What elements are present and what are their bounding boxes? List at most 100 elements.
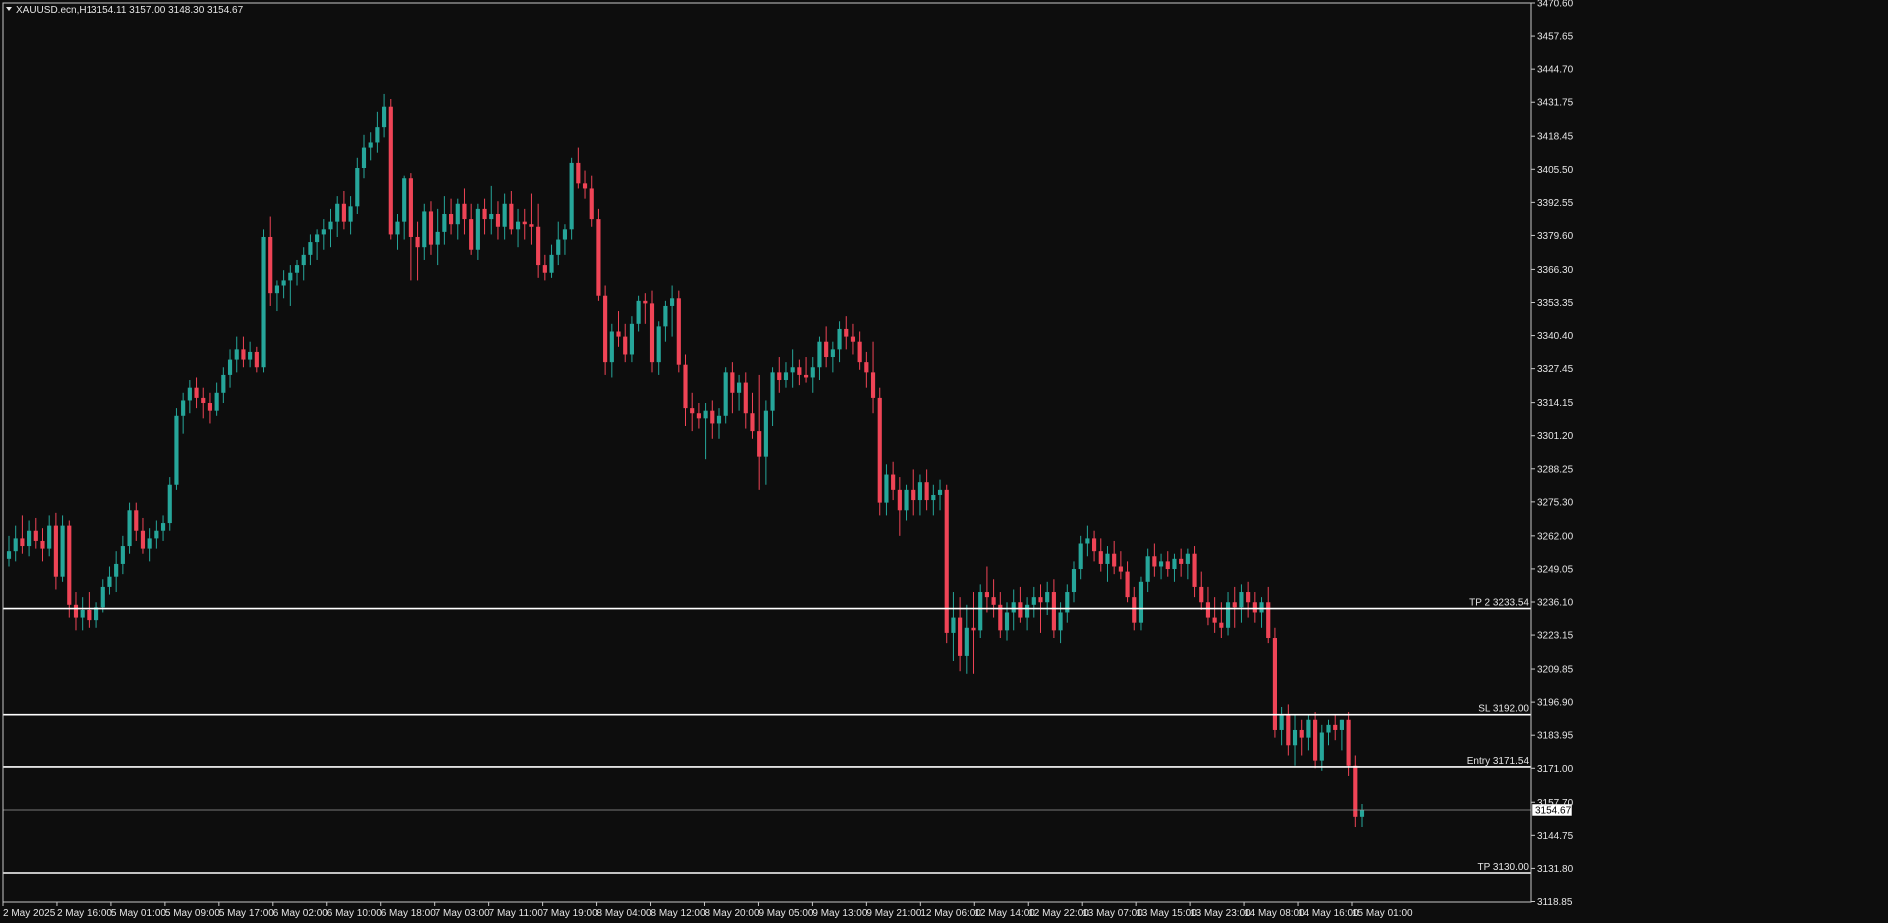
x-tick-label: 7 May 11:00 <box>489 908 544 919</box>
x-tick-label: 14 May 08:00 <box>1244 908 1305 919</box>
candle-body <box>670 298 675 306</box>
candle-body <box>335 203 340 222</box>
candle-body <box>127 510 132 547</box>
x-tick-label: 9 May 21:00 <box>866 908 921 919</box>
x-tick-label: 6 May 10:00 <box>327 908 382 919</box>
candle <box>308 234 313 266</box>
candle-body <box>716 415 722 424</box>
candle-body <box>1359 809 1365 817</box>
candle <box>435 208 440 266</box>
candle-body <box>448 213 454 225</box>
candle-body <box>1092 538 1097 552</box>
candle <box>502 193 507 240</box>
candle <box>951 592 956 661</box>
candle-body <box>248 351 253 360</box>
candle <box>415 221 420 281</box>
candle-body <box>1292 729 1298 746</box>
candle <box>891 461 896 501</box>
candle <box>703 403 708 460</box>
candle <box>589 175 594 227</box>
candle <box>40 528 45 562</box>
candle <box>93 602 99 628</box>
candle-body <box>67 525 72 605</box>
candle <box>281 270 286 299</box>
candle-body <box>1158 561 1164 567</box>
symbol-label: XAUUSD.ecn,H1 <box>16 5 93 16</box>
candle-body <box>107 576 112 587</box>
candle-body <box>643 300 648 304</box>
candle <box>489 185 494 235</box>
candle <box>1306 714 1311 751</box>
candle <box>361 134 367 179</box>
candle-body <box>53 525 58 577</box>
candle-body <box>596 219 601 296</box>
candle <box>683 354 688 426</box>
candle-body <box>1138 581 1144 623</box>
candle-body <box>227 359 233 375</box>
candle <box>515 208 521 248</box>
candle <box>1232 586 1237 628</box>
candle-body <box>348 206 353 222</box>
candle-body <box>757 431 762 457</box>
candle <box>603 285 608 375</box>
candle-body <box>469 219 474 250</box>
candle-body <box>951 617 956 633</box>
axes: 3470.60 3457.65 3444.70 3431.75 3418.45 3405.… <box>2 0 1574 919</box>
chart-header: XAUUSD.ecn,H1 3154.11 3157.00 3148.30 31… <box>6 5 244 16</box>
candle <box>663 300 668 342</box>
candle <box>522 208 527 240</box>
candle-body <box>382 106 387 128</box>
candle <box>174 408 179 490</box>
x-tick-label: 5 May 01:00 <box>111 908 166 919</box>
candle-body <box>830 349 835 358</box>
candle <box>549 244 554 278</box>
candle <box>623 323 628 363</box>
y-tick-label: 3288.25 <box>1537 464 1574 475</box>
candle <box>850 323 856 355</box>
candle-body <box>1105 553 1110 564</box>
candle <box>569 157 574 240</box>
candle <box>783 362 789 388</box>
candle <box>1112 540 1117 575</box>
candle-body <box>308 242 313 255</box>
candle-body <box>1212 617 1217 623</box>
plot-frame <box>2 2 1532 903</box>
candle <box>33 517 38 549</box>
candle-body <box>134 510 139 531</box>
candle-body <box>455 203 460 225</box>
candle-body <box>1319 732 1324 761</box>
candle <box>422 203 427 260</box>
candle-body <box>877 397 882 503</box>
candle-body <box>254 351 259 368</box>
candle-body <box>288 272 293 281</box>
y-tick-label: 3262.00 <box>1537 531 1574 542</box>
candle-body <box>415 236 420 248</box>
candle <box>154 520 159 549</box>
candle-body <box>1112 553 1117 567</box>
candle <box>227 349 233 388</box>
candle <box>1118 551 1123 580</box>
candle-body <box>93 607 99 621</box>
candle <box>676 290 681 373</box>
candle <box>335 196 340 237</box>
candle-body <box>649 303 655 363</box>
candle-body <box>1025 604 1030 618</box>
candle <box>978 584 983 639</box>
candles <box>6 93 1365 828</box>
candle-body <box>743 382 748 414</box>
x-tick-label: 5 May 09:00 <box>165 908 220 919</box>
candle <box>790 349 795 388</box>
dropdown-triangle-icon[interactable] <box>6 7 12 11</box>
candle-body <box>375 127 380 143</box>
candle-body <box>770 372 775 411</box>
candle-body <box>529 224 534 227</box>
candle-body <box>1145 556 1150 582</box>
candle-body <box>904 489 909 511</box>
candle <box>864 351 869 388</box>
candle-body <box>482 208 487 220</box>
candle <box>991 579 996 618</box>
candle-body <box>777 372 782 381</box>
candle <box>13 525 18 562</box>
